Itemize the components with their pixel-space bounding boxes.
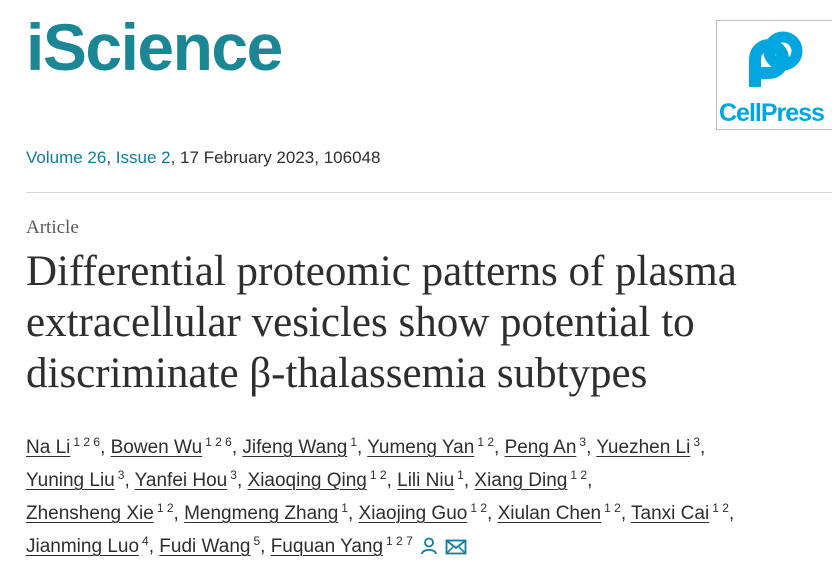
author-separator: ,	[728, 503, 735, 524]
author-name-link[interactable]: Fudi Wang	[159, 536, 251, 557]
author-separator: ,	[236, 470, 248, 491]
affiliation-marker[interactable]: 1 2 6	[73, 435, 101, 449]
author: Xiaoqing Qing 1 2	[247, 468, 387, 491]
author: Na Li 1 2 6	[26, 435, 101, 458]
author: Yuezhen Li 3	[596, 435, 701, 458]
author-name-link[interactable]: Zhensheng Xie	[26, 503, 154, 524]
author-name-link[interactable]: Na Li	[26, 437, 71, 458]
author: Lili Niu 1	[397, 468, 464, 491]
author-name-link[interactable]: Yuezhen Li	[596, 437, 691, 458]
author-separator: ,	[260, 536, 271, 557]
author-separator: ,	[357, 437, 368, 458]
affiliation-marker[interactable]: 1	[350, 435, 358, 449]
volume-link[interactable]: Volume 26	[26, 148, 107, 167]
author-separator: ,	[173, 503, 185, 524]
author-separator: ,	[587, 470, 593, 491]
author-name-link[interactable]: Yanfei Hou	[134, 470, 228, 491]
author-separator: ,	[124, 470, 135, 491]
cellpress-logo[interactable]: CellPress	[716, 20, 832, 130]
journal-title[interactable]: iScience	[26, 10, 283, 84]
author-line: Zhensheng Xie 1 2, Mengmeng Zhang 1, Xiaoj…	[26, 492, 832, 525]
author: Mengmeng Zhang 1	[184, 501, 348, 524]
author-separator: ,	[494, 437, 505, 458]
author: Jifeng Wang 1	[242, 435, 358, 458]
author-separator: ,	[386, 470, 398, 491]
issue-separator: ,	[106, 148, 116, 167]
issue-info: Volume 26, Issue 2, 17 February 2023, 10…	[26, 148, 380, 168]
affiliation-marker[interactable]: 3	[693, 435, 701, 449]
header-divider	[26, 192, 832, 193]
author-name-link[interactable]: Yuning Liu	[26, 470, 115, 491]
author-name-link[interactable]: Jianming Luo	[26, 536, 140, 557]
author: Fuquan Yang 1 2 7	[270, 534, 413, 557]
author: Yumeng Yan 1 2	[367, 435, 494, 458]
author-line: Yuning Liu 3, Yanfei Hou 3, Xiaoqing Qing 1…	[26, 459, 832, 492]
author-name-link[interactable]: Xiulan Chen	[497, 503, 602, 524]
cellpress-logo-text: CellPress	[719, 99, 825, 127]
author-separator: ,	[586, 437, 597, 458]
affiliation-marker[interactable]: 5	[253, 534, 261, 548]
author: Tanxi Cai 1 2	[631, 501, 729, 524]
author: Jianming Luo 4	[26, 534, 149, 557]
affiliation-marker[interactable]: 1 2	[477, 435, 494, 449]
affiliation-marker[interactable]: 1	[341, 501, 348, 515]
author-separator: ,	[487, 503, 498, 524]
author-list: Na Li 1 2 6, Bowen Wu 1 2 6, Jifeng Wang 1,…	[26, 426, 832, 558]
author-separator: ,	[620, 503, 632, 524]
author: Fudi Wang 5	[159, 534, 261, 557]
article-type-label: Article	[26, 217, 79, 238]
author: Zhensheng Xie 1 2	[26, 501, 174, 524]
affiliation-marker[interactable]: 1 2 7	[386, 534, 413, 548]
affiliation-marker[interactable]: 1 2	[470, 501, 488, 515]
article-title: Differential proteomic patterns of plasm…	[26, 246, 832, 399]
title-line: discriminate β-thalassemia subtypes	[26, 350, 648, 397]
affiliation-marker[interactable]: 3	[579, 435, 587, 449]
author-separator: ,	[700, 437, 706, 458]
affiliation-marker[interactable]: 3	[230, 468, 237, 482]
author: Yanfei Hou 3	[134, 468, 237, 491]
author: Yuning Liu 3	[26, 468, 125, 491]
author: Xiulan Chen 1 2	[497, 501, 621, 524]
author-name-link[interactable]: Fuquan Yang	[270, 536, 384, 557]
affiliation-marker[interactable]: 1 2	[369, 468, 387, 482]
author-name-link[interactable]: Yumeng Yan	[367, 437, 475, 458]
author-name-link[interactable]: Lili Niu	[397, 470, 455, 491]
author-separator: ,	[347, 503, 359, 524]
affiliation-marker[interactable]: 1 2 6	[205, 435, 232, 449]
author-separator: ,	[148, 536, 160, 557]
author-name-link[interactable]: Peng An	[504, 437, 577, 458]
author-name-link[interactable]: Xiaojing Guo	[358, 503, 468, 524]
affiliation-marker[interactable]: 1 2	[156, 501, 174, 515]
author: Bowen Wu 1 2 6	[110, 435, 232, 458]
envelope-icon[interactable]	[445, 538, 467, 556]
author-name-link[interactable]: Bowen Wu	[110, 437, 203, 458]
affiliation-marker[interactable]: 4	[142, 534, 149, 548]
author: Peng An 3	[504, 435, 587, 458]
issue-date: , 17 February 2023, 106048	[170, 148, 381, 167]
author-name-link[interactable]: Xiang Ding	[474, 470, 568, 491]
affiliation-marker[interactable]: 1 2	[604, 501, 621, 515]
affiliation-marker[interactable]: 1 2	[712, 501, 729, 515]
person-icon[interactable]	[419, 536, 439, 556]
author-name-link[interactable]: Jifeng Wang	[242, 437, 348, 458]
author-separator: ,	[100, 437, 111, 458]
affiliation-marker[interactable]: 1 2	[570, 468, 588, 482]
title-line: Differential proteomic patterns of plasm…	[26, 248, 737, 295]
title-line: extracellular vesicles show potential to	[26, 299, 695, 346]
cellpress-logo-icon	[749, 31, 803, 87]
issue-link[interactable]: Issue 2	[115, 148, 171, 167]
author-line: Na Li 1 2 6, Bowen Wu 1 2 6, Jifeng Wang 1,…	[26, 426, 832, 459]
author-separator: ,	[231, 437, 243, 458]
author-name-link[interactable]: Xiaoqing Qing	[247, 470, 367, 491]
author: Xiaojing Guo 1 2	[358, 501, 488, 524]
affiliation-marker[interactable]: 1	[457, 468, 464, 482]
author-line: Jianming Luo 4, Fudi Wang 5, Fuquan Yang 1 …	[26, 525, 832, 558]
affiliation-marker[interactable]: 3	[117, 468, 125, 482]
author: Xiang Ding 1 2	[474, 468, 588, 491]
author-name-link[interactable]: Tanxi Cai	[631, 503, 710, 524]
author-name-link[interactable]: Mengmeng Zhang	[184, 503, 339, 524]
author-separator: ,	[463, 470, 475, 491]
